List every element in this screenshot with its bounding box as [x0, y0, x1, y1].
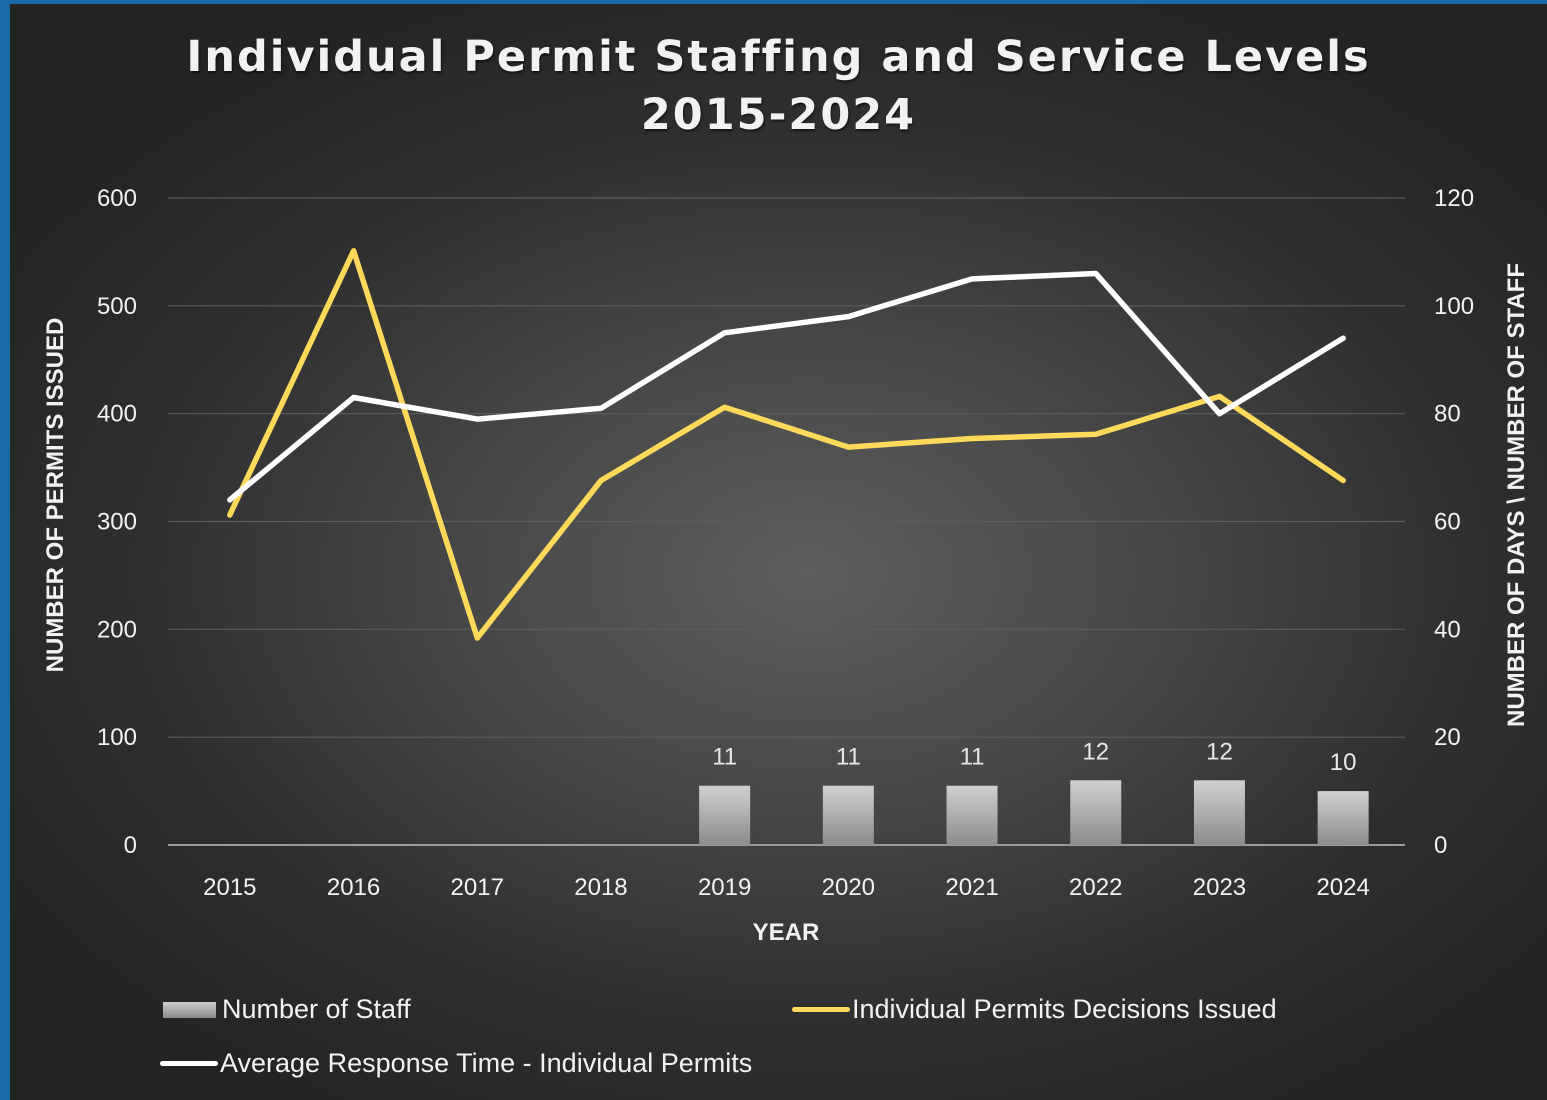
y-right-tick-label: 80 — [1434, 401, 1461, 428]
legend-swatch-permits — [792, 1007, 850, 1012]
y-right-tick-label: 120 — [1434, 185, 1474, 212]
chart-background — [10, 4, 1547, 1100]
x-axis-ticks: 2015 2016 2017 2018 2019 2020 2021 2022 2023 2024 — [203, 874, 1370, 901]
x-tick-label: 2015 — [203, 874, 256, 901]
staff-bar-labels: 11 11 11 12 12 10 — [712, 738, 1356, 776]
y-right-tick-label: 40 — [1434, 616, 1461, 643]
response-time-line — [227, 270, 1346, 503]
y-right-tick-label: 20 — [1434, 724, 1461, 751]
legend-item-permits: Individual Permits Decisions Issued — [792, 994, 1277, 1025]
series-lines — [227, 248, 1346, 641]
legend-label-response: Average Response Time - Individual Permi… — [220, 1048, 753, 1078]
staff-bar — [699, 785, 751, 845]
legend-item-staff: Number of Staff — [163, 994, 411, 1025]
y-right-tick-label: 100 — [1434, 293, 1474, 320]
staff-bar-label: 12 — [1082, 738, 1109, 765]
legend-swatch-response — [160, 1061, 218, 1066]
staff-bar — [1070, 780, 1122, 845]
x-tick-label: 2019 — [698, 874, 751, 901]
y-axis-left-ticks: 0 100 200 300 400 500 600 — [97, 185, 137, 859]
y-axis-right-title: NUMBER OF DAYS \ NUMBER OF STAFF — [1503, 263, 1530, 727]
y-left-tick-label: 500 — [97, 293, 137, 320]
staff-bar-label: 11 — [712, 744, 737, 771]
x-axis-title: YEAR — [753, 919, 820, 946]
legend-label-permits: Individual Permits Decisions Issued — [852, 994, 1277, 1024]
y-left-tick-label: 200 — [97, 616, 137, 643]
x-tick-label: 2021 — [945, 874, 998, 901]
legend-item-response: Average Response Time - Individual Permi… — [160, 1048, 752, 1079]
x-tick-label: 2023 — [1193, 874, 1246, 901]
y-left-tick-label: 600 — [97, 185, 137, 212]
staff-bar — [822, 785, 874, 845]
x-tick-label: 2020 — [822, 874, 875, 901]
x-tick-label: 2024 — [1316, 874, 1369, 901]
staff-bar — [1193, 780, 1245, 845]
y-right-tick-label: 0 — [1434, 832, 1447, 859]
legend-label-staff: Number of Staff — [222, 994, 411, 1024]
y-axis-right-ticks: 0 20 40 60 80 100 120 — [1434, 185, 1474, 859]
staff-bar-label: 11 — [960, 744, 985, 771]
y-left-tick-label: 300 — [97, 509, 137, 536]
legend-swatch-staff — [163, 1001, 216, 1018]
staff-bar — [946, 785, 998, 845]
y-left-tick-label: 100 — [97, 724, 137, 751]
x-tick-label: 2022 — [1069, 874, 1122, 901]
y-right-tick-label: 60 — [1434, 509, 1461, 536]
chart-title: Individual Permit Staffing and Service L… — [10, 28, 1547, 144]
chart-title-line-1: Individual Permit Staffing and Service L… — [186, 32, 1371, 82]
y-left-tick-label: 0 — [124, 832, 137, 859]
staff-bars — [699, 780, 1369, 845]
x-tick-label: 2017 — [451, 874, 504, 901]
staff-bar-label: 10 — [1330, 749, 1357, 776]
y-axis-left-title: NUMBER OF PERMITS ISSUED — [42, 318, 69, 673]
permits-line — [227, 248, 1346, 641]
staff-bar-label: 12 — [1206, 738, 1233, 765]
y-left-tick-label: 400 — [97, 401, 137, 428]
staff-bar-label: 11 — [836, 744, 861, 771]
x-tick-label: 2016 — [327, 874, 380, 901]
staff-bar — [1317, 791, 1369, 845]
chart-title-line-2: 2015-2024 — [640, 90, 917, 140]
x-tick-label: 2018 — [574, 874, 627, 901]
